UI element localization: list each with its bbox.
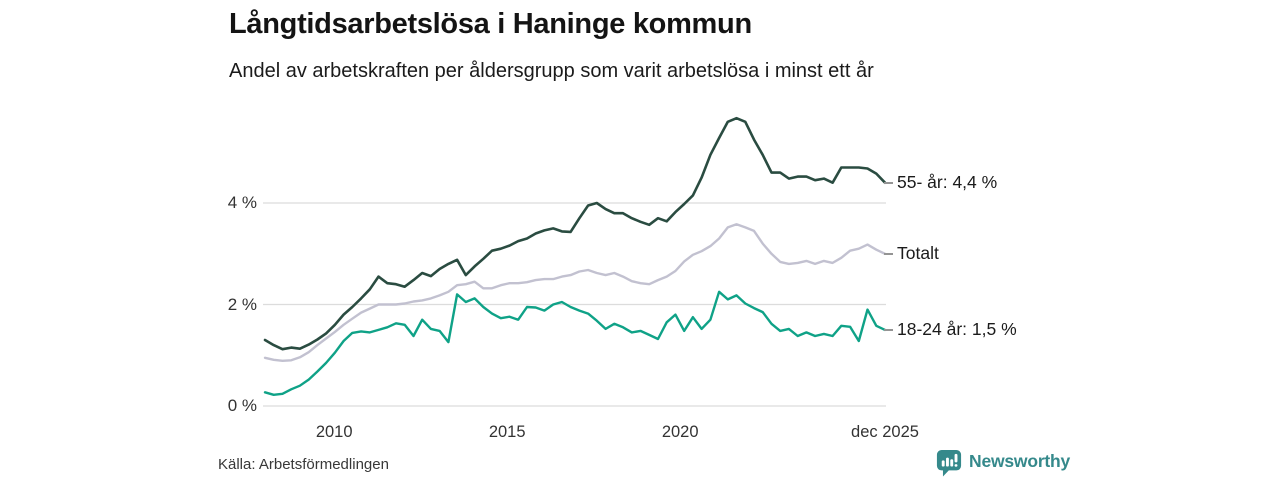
series-line-55-ar [263,116,887,351]
x-tick-label: dec 2025 [851,423,919,441]
series-end-label-55-ar: 55- år: 4,4 % [897,171,998,192]
series-end-dash-totalt [884,252,893,255]
series-line-18-24-ar [263,290,887,396]
x-tick-label: 2010 [315,423,353,441]
chart-subtitle: Andel av arbetskraften per åldersgrupp s… [229,60,874,82]
x-tick-label: 2015 [488,423,526,441]
source-note: Källa: Arbetsförmedlingen [218,456,389,473]
series-end-label-totalt: Totalt [897,242,939,263]
brand-logo: Newsworthy [936,449,1070,477]
series-end-label-18-24-ar: 18-24 år: 1,5 % [897,318,1017,339]
x-tick-label: 2020 [661,423,699,441]
series-end-dash-55-ar [884,181,893,184]
newsworthy-bar-chart-icon [936,449,962,477]
series-end-dash-18-24-ar [884,328,893,331]
chart-title: Långtidsarbetslösa i Haninge kommun [229,8,752,40]
y-tick-label: 0 % [227,396,257,415]
y-tick-label: 2 % [227,294,257,314]
y-tick-label: 4 % [227,193,257,212]
brand-name: Newsworthy [969,451,1071,471]
series-line-totalt [263,223,887,362]
